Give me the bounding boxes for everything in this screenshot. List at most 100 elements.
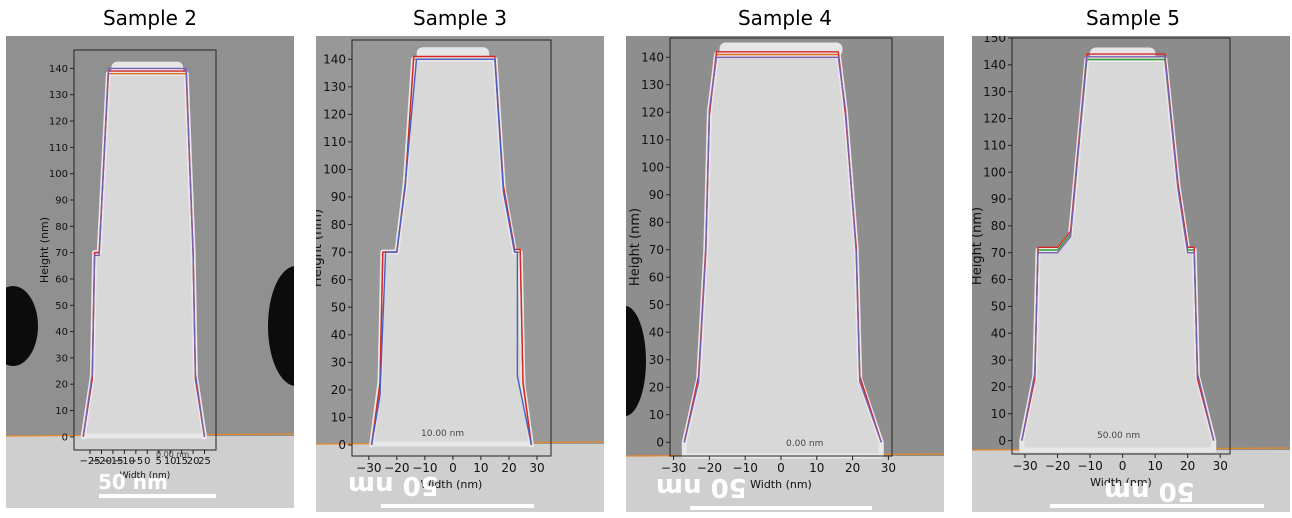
y-tick-label: 0 [338, 438, 346, 452]
y-tick-label: 20 [331, 383, 346, 397]
y-tick-label: 60 [331, 273, 346, 287]
x-tick-label: 20 [1180, 459, 1195, 473]
x-tick-label: 15 [175, 456, 188, 467]
x-tick-label: 10 [1148, 459, 1163, 473]
profile-series-3 [82, 67, 206, 437]
y-tick-label: 100 [49, 169, 68, 180]
y-axis-label: Height (nm) [38, 217, 51, 283]
x-tick-label: −25 [79, 456, 100, 467]
fin-cap [416, 47, 490, 62]
y-tick-label: 80 [649, 215, 664, 229]
y-tick-label: 70 [331, 245, 346, 259]
x-tick-label: 20 [845, 461, 860, 475]
x-tick-label: 0 [449, 461, 457, 475]
y-tick-label: 0 [62, 432, 68, 443]
x-tick-label: 0 [1119, 459, 1127, 473]
y-tick-label: 40 [649, 325, 664, 339]
y-tick-label: 20 [991, 380, 1006, 394]
y-axis-label: Height (nm) [316, 209, 325, 287]
plot-axes-box [1011, 37, 1231, 455]
x-tick-label: 10 [473, 461, 488, 475]
y-tick-label: 30 [991, 353, 1006, 367]
x-tick-label: 10 [164, 456, 177, 467]
x-tick-label: −30 [1012, 459, 1037, 473]
x-tick-label: −15 [102, 456, 123, 467]
profile-series-2 [370, 55, 533, 446]
x-tick-label: −5 [128, 456, 143, 467]
x-tick-label: 30 [881, 461, 896, 475]
x-axis-label: Width (nm) [120, 471, 171, 481]
y-tick-label: 30 [55, 353, 68, 364]
x-tick-label: 0 [777, 461, 785, 475]
faint-measurement-label: 0.00 nm [786, 439, 823, 449]
x-tick-label: −10 [114, 456, 135, 467]
profile-series-3 [1021, 56, 1215, 441]
y-tick-label: 0 [998, 434, 1006, 448]
fin-cap [719, 42, 843, 57]
y-tick-label: 110 [983, 139, 1006, 153]
y-tick-label: 80 [991, 219, 1006, 233]
y-tick-label: 50 [991, 300, 1006, 314]
sample-2-panel: 0102030405060708090100110120130140−25−20… [6, 36, 294, 508]
y-tick-label: 120 [323, 108, 346, 122]
y-tick-label: 10 [649, 408, 664, 422]
y-tick-label: 80 [55, 222, 68, 233]
plot-axes-box [73, 49, 217, 451]
x-tick-label: −30 [661, 461, 686, 475]
x-tick-label: 30 [1213, 459, 1228, 473]
x-tick-label: −20 [91, 456, 112, 467]
y-tick-label: 130 [641, 78, 664, 92]
x-tick-label: 20 [187, 456, 200, 467]
y-tick-label: 130 [323, 80, 346, 94]
sample-5-panel: 0102030405060708090100110120130140150−30… [972, 36, 1290, 512]
panel-title-sample-2: Sample 2 [102, 6, 198, 30]
y-tick-label: 120 [641, 105, 664, 119]
x-tick-label: −10 [412, 461, 437, 475]
y-tick-label: 140 [983, 58, 1006, 72]
y-tick-label: 90 [331, 190, 346, 204]
y-tick-label: 30 [649, 353, 664, 367]
panel-title-sample-5: Sample 5 [1085, 6, 1181, 30]
scale-bar-label: 50 nm [1104, 476, 1195, 506]
sem-dark-region [626, 306, 646, 416]
y-tick-label: 70 [55, 248, 68, 259]
plot-axes-box [351, 39, 552, 457]
x-tick-label: −10 [733, 461, 758, 475]
sem-substrate [972, 450, 1290, 512]
y-axis-label: Height (nm) [972, 207, 985, 285]
sem-dark-region [268, 266, 294, 386]
y-tick-label: 130 [49, 90, 68, 101]
y-tick-label: 10 [55, 406, 68, 417]
x-axis-label: Width (nm) [421, 478, 483, 491]
y-tick-label: 50 [55, 301, 68, 312]
y-tick-label: 90 [649, 188, 664, 202]
y-tick-label: 100 [323, 163, 346, 177]
y-tick-label: 110 [49, 143, 68, 154]
y-tick-label: 50 [649, 298, 664, 312]
sem-substrate [626, 456, 944, 512]
x-tick-label: −30 [356, 461, 381, 475]
scale-bar-label: 50 nm [656, 472, 747, 502]
y-tick-label: 40 [331, 328, 346, 342]
y-tick-label: 40 [991, 326, 1006, 340]
y-tick-label: 30 [331, 356, 346, 370]
panel-title-sample-3: Sample 3 [412, 6, 508, 30]
x-axis-label: Width (nm) [750, 478, 812, 491]
panel-title-sample-4: Sample 4 [737, 6, 833, 30]
x-tick-label: 5 [156, 456, 162, 467]
y-tick-label: 110 [641, 133, 664, 147]
y-tick-label: 40 [55, 327, 68, 338]
y-tick-label: 70 [649, 243, 664, 257]
y-tick-label: 90 [991, 192, 1006, 206]
y-tick-label: 140 [641, 50, 664, 64]
y-tick-label: 50 [331, 300, 346, 314]
x-tick-label: 10 [809, 461, 824, 475]
x-tick-label: −20 [384, 461, 409, 475]
y-axis-label: Height (nm) [628, 208, 643, 286]
faint-measurement-label: 10.00 nm [421, 429, 464, 439]
y-tick-label: 150 [983, 36, 1006, 45]
x-tick-label: 30 [529, 461, 544, 475]
y-tick-label: 20 [55, 380, 68, 391]
y-tick-label: 110 [323, 135, 346, 149]
